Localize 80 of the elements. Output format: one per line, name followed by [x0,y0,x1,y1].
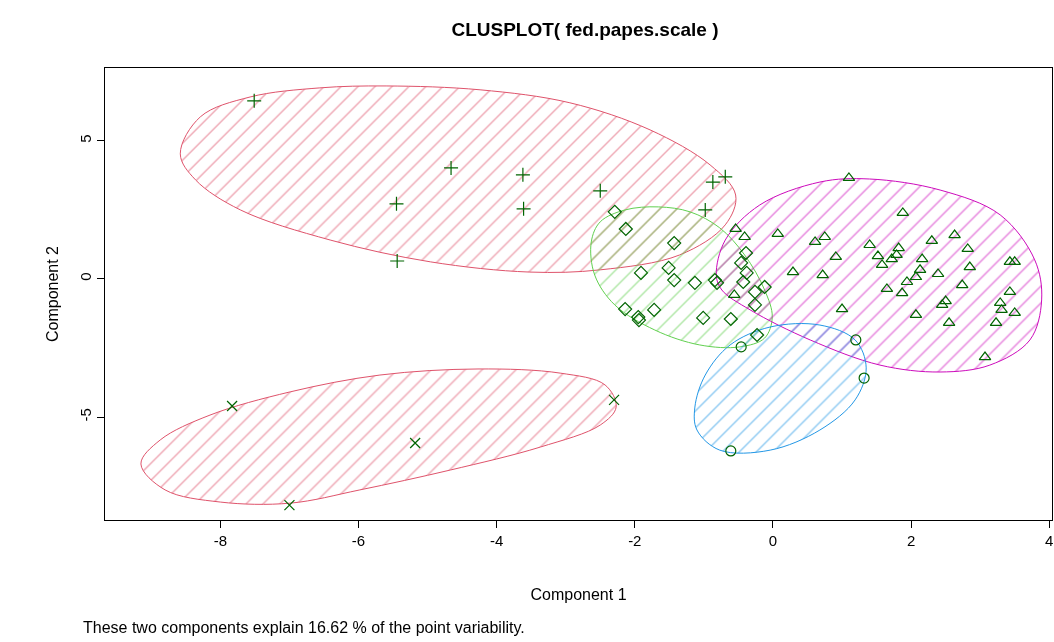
x-axis-title: Component 1 [530,585,627,603]
point [727,289,741,299]
y-axis-title: Component 2 [43,245,61,343]
point [736,274,751,290]
point [592,183,608,199]
point [687,275,702,290]
point [818,231,832,241]
x-tick-label: -6 [351,532,366,549]
point [618,301,633,317]
point [515,201,532,217]
point [895,287,909,297]
point [667,235,682,251]
point [915,253,929,263]
point [850,334,862,346]
point [896,207,910,217]
point [388,196,405,212]
point [389,253,405,269]
point [515,167,531,183]
point [885,253,899,263]
point [729,223,743,233]
point [931,268,945,278]
point [734,255,749,271]
point [863,239,877,249]
point [246,93,262,109]
point [738,245,754,261]
x-tick-label: -2 [628,532,642,549]
point [948,229,961,239]
point [816,269,830,279]
x-tick-label: 2 [906,532,916,549]
point [871,250,885,260]
x-tick-label: 4 [1045,532,1054,549]
point [723,311,738,327]
point [771,228,785,238]
point [749,327,765,343]
point [978,351,992,361]
point [647,302,662,317]
point [608,394,620,406]
point [892,242,906,252]
point [963,261,977,271]
x-tick-label: -8 [213,532,228,549]
point [697,202,713,218]
point [607,204,622,219]
point [939,295,952,305]
y-tick-label: 0 [77,272,94,281]
y-tick-label: -5 [77,408,94,422]
point [226,400,238,412]
point [443,160,459,176]
point [808,236,822,246]
chart-title: CLUSPLOT( fed.papes.scale ) [451,18,719,40]
point [739,265,754,280]
point [786,266,800,276]
point [717,169,733,185]
point [633,265,649,280]
point [705,174,721,190]
point [757,279,772,295]
point [283,499,296,511]
point [725,445,737,457]
point [738,231,751,241]
point [667,272,682,288]
point [409,437,421,449]
point [909,271,923,281]
point [955,279,969,289]
point [696,310,711,325]
point [890,249,903,259]
point [1008,307,1022,317]
point [661,260,676,276]
point [747,297,763,313]
point [1003,286,1017,296]
point [935,299,949,309]
point [618,221,633,237]
point [735,341,747,353]
point [858,372,870,384]
point [993,297,1007,307]
x-tick-label: -4 [489,532,504,549]
y-tick-label: 5 [77,134,94,143]
point [747,284,763,300]
x-tick-label: 0 [768,532,778,549]
text: These two components explain 16.62 % of the point variability. [83,619,525,636]
point [835,303,849,313]
point [900,276,914,286]
